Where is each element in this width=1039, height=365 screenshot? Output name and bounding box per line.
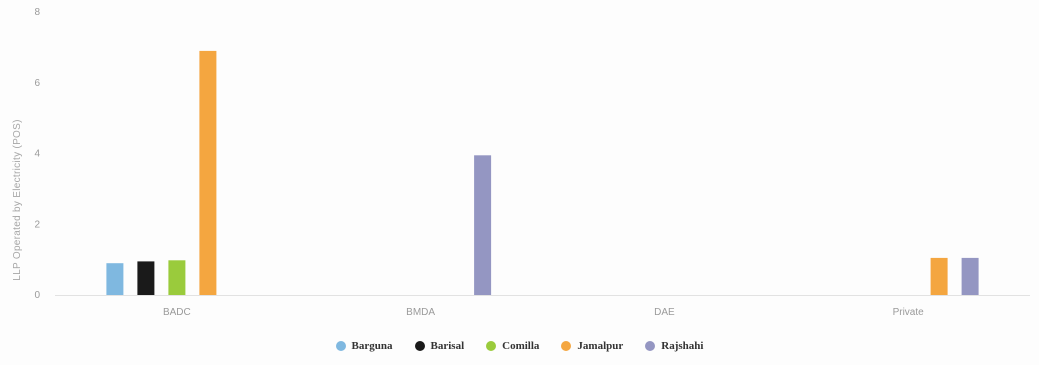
x-axis: BADC BMDA DAE Private xyxy=(55,295,1030,318)
legend-swatch-icon xyxy=(561,341,572,351)
y-axis-title: LLP Operated by Electricity (POS) xyxy=(12,119,23,280)
legend: Barguna Barisal Comilla Jamalpur Rajshahi xyxy=(0,340,1039,352)
legend-item-barguna: Barguna xyxy=(335,340,393,352)
y-axis: 0 2 4 6 8 xyxy=(34,7,40,301)
legend-item-jamalpur: Jamalpur xyxy=(561,340,623,352)
y-tick-label: 2 xyxy=(34,219,40,230)
legend-label: Comilla xyxy=(502,340,540,352)
y-tick-label: 6 xyxy=(34,78,40,89)
legend-label: Jamalpur xyxy=(577,340,624,352)
x-tick-label: Private xyxy=(893,307,925,318)
legend-label: Barguna xyxy=(351,340,393,352)
legend-label: Barisal xyxy=(430,340,465,352)
bars xyxy=(106,50,979,296)
bar-comilla-badc xyxy=(168,260,186,295)
bar-chart: 0 2 4 6 8 BADC BMDA DAE Private LLP Operated by… xyxy=(12,7,1030,318)
bar-jamalpur-private xyxy=(930,257,948,295)
bar-barguna-badc xyxy=(106,263,124,295)
bar-rajshahi-private xyxy=(961,257,979,295)
legend-item-barisal: Barisal xyxy=(414,340,465,352)
legend-swatch-icon xyxy=(335,341,346,351)
bar-barisal-badc xyxy=(137,261,155,295)
legend-item-comilla: Comilla xyxy=(486,340,539,352)
y-tick-label: 0 xyxy=(34,290,40,301)
x-tick-label: BMDA xyxy=(406,307,435,318)
legend-item-rajshahi: Rajshahi xyxy=(645,340,703,352)
x-tick-label: BADC xyxy=(163,307,191,318)
x-tick-label: DAE xyxy=(654,307,675,318)
legend-swatch-icon xyxy=(486,341,497,351)
legend-swatch-icon xyxy=(414,341,425,351)
bar-jamalpur-badc xyxy=(199,50,217,296)
legend-swatch-icon xyxy=(645,341,656,351)
legend-label: Rajshahi xyxy=(661,340,704,352)
y-tick-label: 4 xyxy=(34,149,40,160)
y-tick-label: 8 xyxy=(34,7,40,18)
bar-rajshahi-bmda xyxy=(474,155,492,295)
